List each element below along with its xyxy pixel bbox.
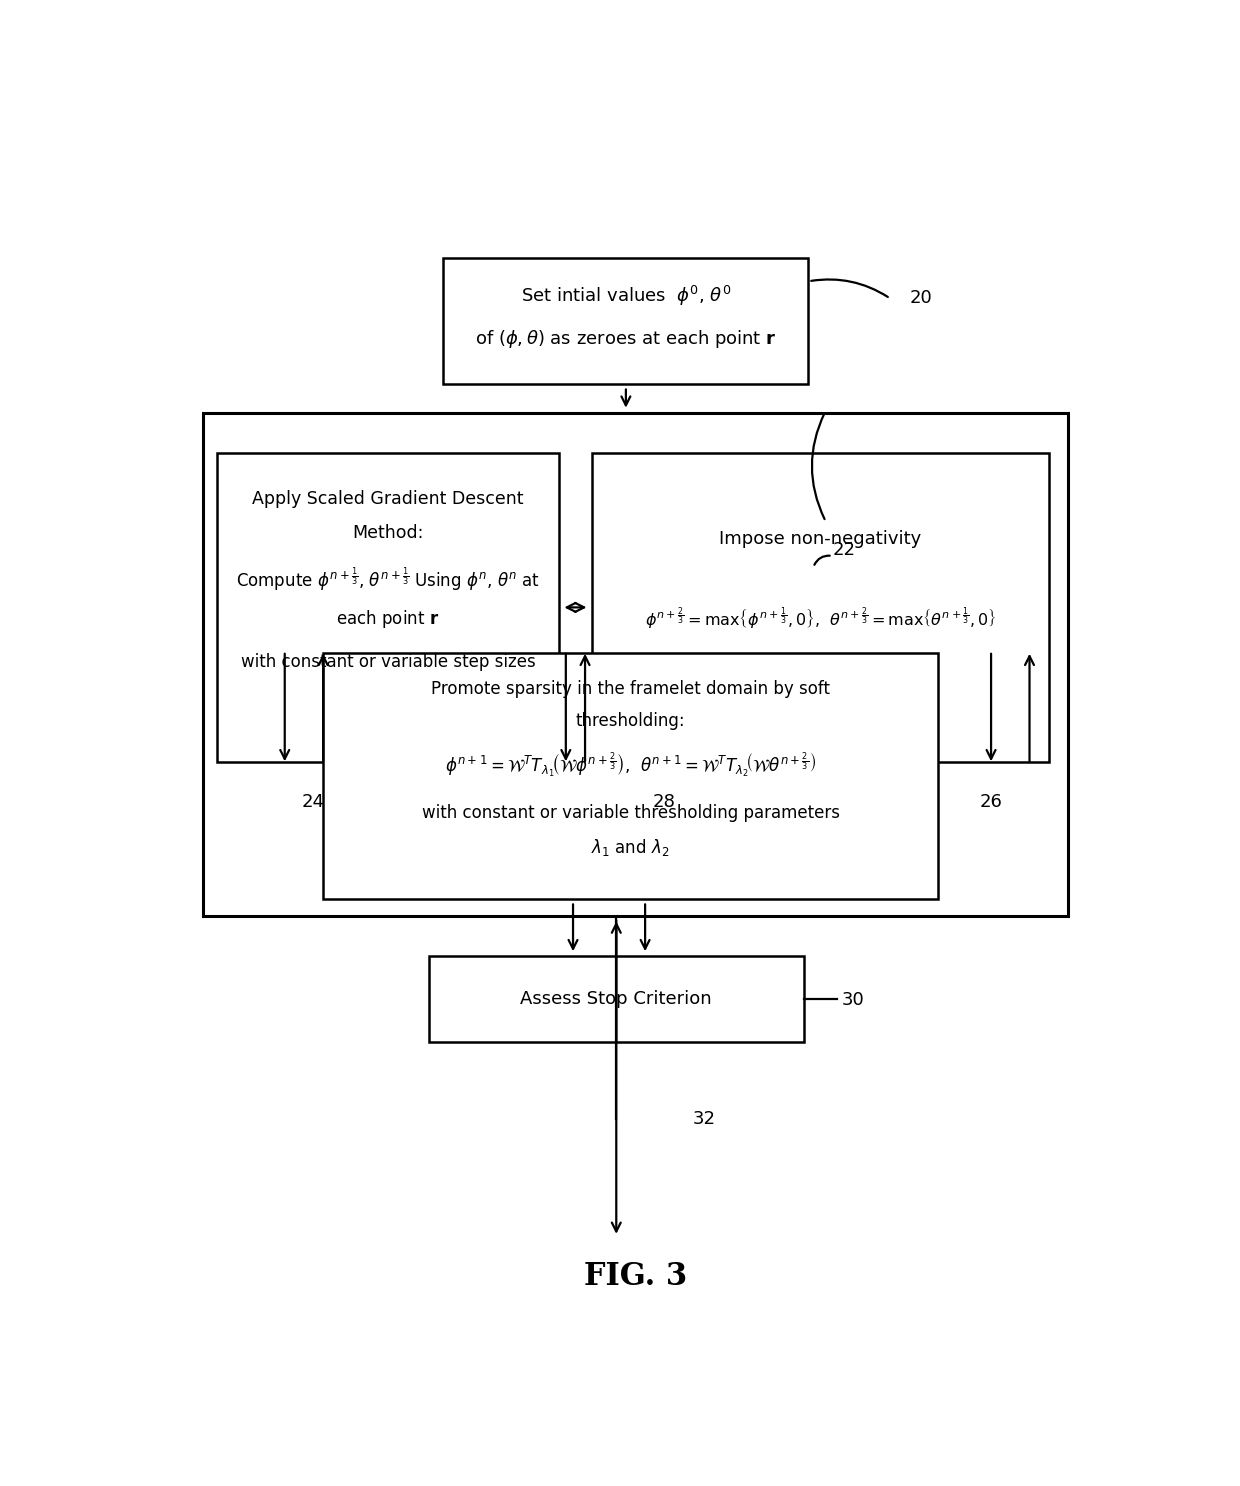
Text: 20: 20 bbox=[909, 290, 932, 308]
Text: Compute $\phi^{n+\frac{1}{3}}$, $\theta^{n+\frac{1}{3}}$ Using $\phi^n$, $\theta: Compute $\phi^{n+\frac{1}{3}}$, $\theta^… bbox=[236, 565, 541, 593]
Bar bbox=[324, 654, 939, 899]
Text: Assess Stop Criterion: Assess Stop Criterion bbox=[521, 990, 712, 1009]
Text: Method:: Method: bbox=[352, 525, 424, 542]
Bar bbox=[203, 413, 1068, 917]
Text: $\phi^{n+\frac{2}{3}} = \max\left\{\phi^{n+\frac{1}{3}}, 0\right\}$,  $\theta^{n: $\phi^{n+\frac{2}{3}} = \max\left\{\phi^… bbox=[645, 606, 996, 632]
Text: of $(\phi, \theta)$ as zeroes at each point $\mathbf{r}$: of $(\phi, \theta)$ as zeroes at each po… bbox=[475, 327, 776, 349]
Text: Promote sparsity in the framelet domain by soft: Promote sparsity in the framelet domain … bbox=[432, 681, 831, 698]
Text: Impose non-negativity: Impose non-negativity bbox=[719, 529, 921, 548]
Text: $\phi^{n+1} = \mathcal{W}^T T_{\lambda_1}\!\left(\mathcal{W}\phi^{n+\frac{2}{3}}: $\phi^{n+1} = \mathcal{W}^T T_{\lambda_1… bbox=[445, 750, 816, 779]
Bar bbox=[217, 453, 558, 762]
Bar bbox=[593, 453, 1049, 762]
Bar bbox=[429, 957, 804, 1042]
Text: with constant or variable thresholding parameters: with constant or variable thresholding p… bbox=[422, 804, 839, 822]
Text: with constant or variable step sizes: with constant or variable step sizes bbox=[241, 654, 536, 672]
Text: 24: 24 bbox=[303, 794, 325, 811]
Text: Set intial values  $\phi^0$, $\theta^0$: Set intial values $\phi^0$, $\theta^0$ bbox=[521, 284, 732, 308]
Text: 30: 30 bbox=[842, 991, 864, 1009]
Text: Apply Scaled Gradient Descent: Apply Scaled Gradient Descent bbox=[252, 490, 523, 508]
Text: 28: 28 bbox=[653, 794, 676, 811]
Text: 26: 26 bbox=[980, 794, 1002, 811]
Text: 32: 32 bbox=[693, 1110, 717, 1128]
Text: thresholding:: thresholding: bbox=[575, 712, 686, 730]
Text: each point $\mathbf{r}$: each point $\mathbf{r}$ bbox=[336, 608, 440, 630]
Bar bbox=[444, 259, 808, 385]
Text: 22: 22 bbox=[832, 541, 856, 559]
Text: $\lambda_1$ and $\lambda_2$: $\lambda_1$ and $\lambda_2$ bbox=[591, 837, 670, 857]
Text: FIG. 3: FIG. 3 bbox=[584, 1262, 687, 1293]
